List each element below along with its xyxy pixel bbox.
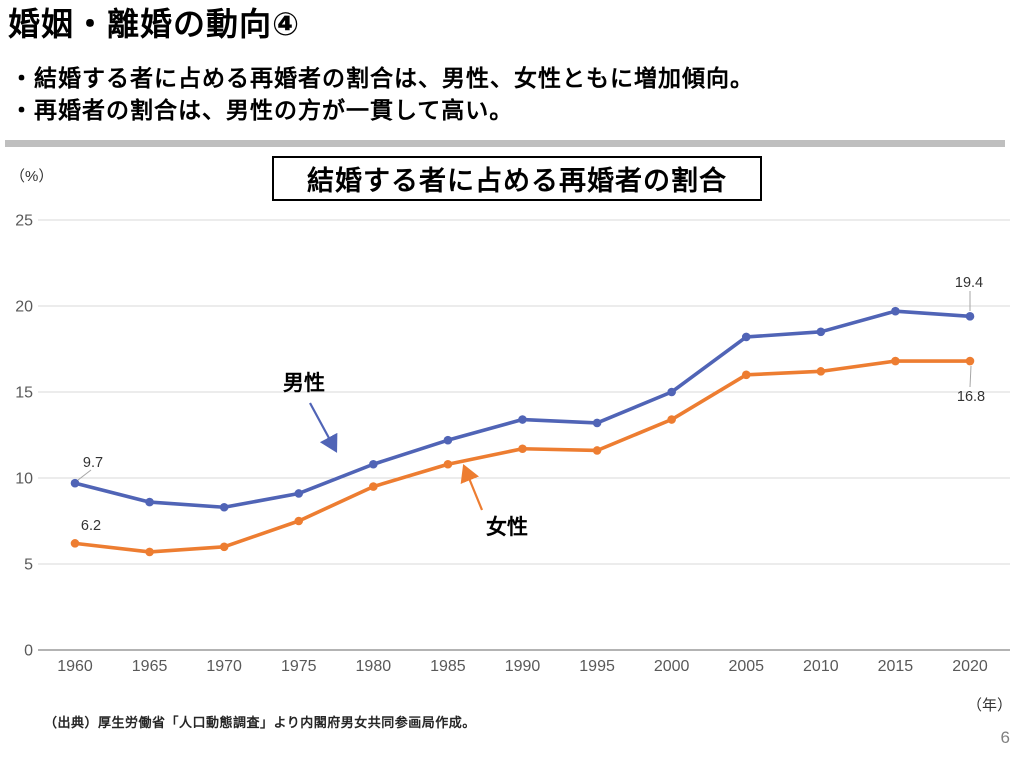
data-label-19.4: 19.4	[955, 275, 983, 291]
annotation-arrow-女性	[460, 463, 484, 511]
data-point-男性-1965	[145, 497, 154, 507]
y-tick-label-5: 5	[24, 557, 33, 574]
data-point-男性-1995	[592, 418, 602, 428]
data-point-男性-1980	[369, 459, 378, 469]
data-label-9.7: 9.7	[83, 455, 103, 471]
data-point-男性-1990	[518, 415, 527, 424]
y-tick-label-15: 15	[15, 385, 33, 402]
data-point-女性-2010	[816, 367, 826, 376]
separator-bar	[5, 140, 1005, 147]
data-point-男性-2010	[816, 327, 826, 337]
x-tick-label-1985: 1985	[430, 658, 466, 675]
data-point-女性-2020	[965, 356, 975, 366]
data-point-男性-2015	[891, 306, 900, 316]
x-tick-label-2005: 2005	[728, 658, 764, 675]
series-label-女性: 女性	[486, 515, 528, 539]
data-label-6.2: 6.2	[81, 518, 101, 534]
remarriage-line-chart: 0 5 10 15 20 25 1960 1965 1970 1975 1980 1985 1990 19…	[10, 168, 1012, 714]
x-tick-label-1965: 1965	[132, 658, 168, 675]
data-point-男性-2020	[965, 312, 975, 321]
data-point-男性-2005	[741, 332, 751, 342]
annotation-arrow-男性	[309, 402, 338, 453]
y-axis-unit-label: （%）	[10, 168, 53, 185]
data-point-女性-1975	[294, 516, 304, 526]
source-note: （出典）厚生労働省「人口動態調査」より内閣府男女共同参画局作成。	[44, 715, 476, 730]
data-point-女性-1980	[369, 482, 378, 491]
x-tick-label-1960: 1960	[57, 658, 93, 675]
data-point-女性-2000	[667, 415, 676, 424]
data-point-女性-1990	[518, 444, 527, 454]
x-axis-unit-label: （年）	[967, 697, 1012, 714]
data-point-女性-2005	[741, 370, 751, 380]
x-tick-label-2015: 2015	[878, 658, 914, 675]
data-point-男性-1970	[219, 502, 229, 512]
data-label-leader	[969, 365, 972, 388]
summary-bullets: ・結婚する者に占める再婚者の割合は、男性、女性ともに増加傾向。 ・再婚者の割合は…	[10, 62, 754, 126]
y-tick-label-0: 0	[24, 643, 33, 660]
data-label-16.8: 16.8	[957, 389, 985, 405]
bullet-2: ・再婚者の割合は、男性の方が一貫して高い。	[10, 97, 514, 123]
data-label-leader	[77, 469, 92, 481]
data-point-男性-2000	[667, 387, 676, 397]
data-point-女性-1970	[219, 542, 229, 552]
data-point-女性-1985	[443, 459, 453, 469]
y-tick-label-10: 10	[15, 471, 33, 488]
data-point-女性-1965	[145, 547, 154, 557]
x-tick-label-1975: 1975	[281, 658, 317, 675]
data-point-男性-1985	[443, 435, 453, 445]
x-tick-label-2020: 2020	[952, 658, 988, 675]
x-tick-label-1995: 1995	[579, 658, 615, 675]
data-point-女性-1960	[70, 539, 80, 548]
x-tick-label-2010: 2010	[803, 658, 839, 675]
data-point-女性-2015	[891, 356, 900, 366]
data-point-男性-1960	[70, 478, 80, 488]
y-tick-label-25: 25	[15, 213, 33, 230]
x-tick-label-2000: 2000	[654, 658, 690, 675]
page-number: 6	[1000, 728, 1010, 747]
x-tick-label-1980: 1980	[356, 658, 392, 675]
y-tick-label-20: 20	[15, 299, 33, 316]
page-title: 婚姻・離婚の動向④	[8, 6, 301, 42]
x-tick-label-1970: 1970	[206, 658, 242, 675]
chart-title: 結婚する者に占める再婚者の割合	[272, 156, 762, 201]
x-tick-label-1990: 1990	[505, 658, 541, 675]
bullet-1: ・結婚する者に占める再婚者の割合は、男性、女性ともに増加傾向。	[10, 65, 754, 91]
data-point-男性-1975	[294, 489, 304, 498]
series-label-男性: 男性	[283, 371, 325, 395]
data-point-女性-1995	[592, 446, 602, 455]
